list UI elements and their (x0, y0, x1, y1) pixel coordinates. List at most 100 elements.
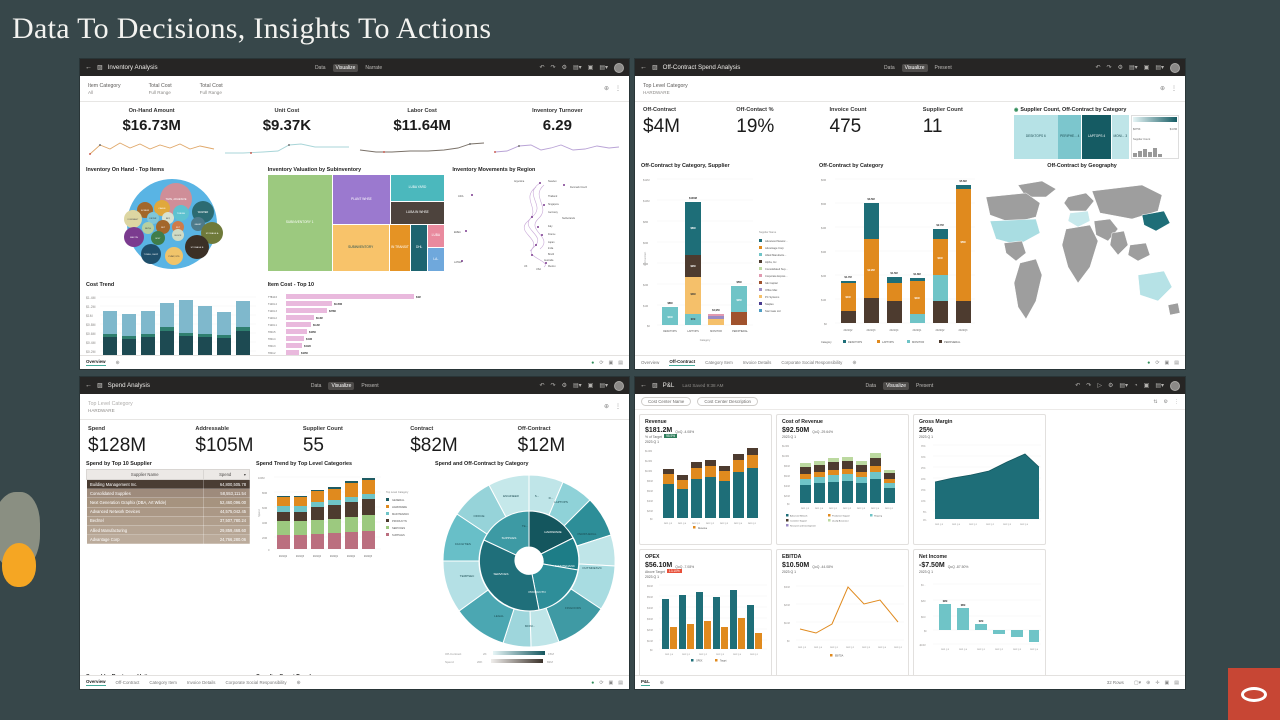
treemap-cell[interactable]: SUBINVENTORY (332, 224, 389, 271)
treemap-cell[interactable]: PERIPHE... 4 (1058, 115, 1082, 159)
bar-chart-spend-trend[interactable]: 100M 80M 60M 40M 20M 0 Spend (256, 469, 429, 567)
sort-icon[interactable]: ⇅ (1153, 398, 1158, 405)
filter-bar-inventory[interactable]: Item Category All Total Cost Full Range … (80, 76, 629, 102)
mode-present[interactable]: Present (934, 64, 952, 71)
save-icon[interactable]: ▣ (587, 65, 594, 71)
dashboard-pnl[interactable]: ← ▨ P&L Last Saved 9:38 AM Data Visualiz… (635, 377, 1185, 689)
treemap-cell[interactable]: SUBINVENTORY 1 (267, 175, 332, 271)
mode-present[interactable]: Present (361, 382, 379, 389)
gear-icon[interactable]: ⚙ (561, 383, 567, 389)
treemap-cell[interactable]: LA- (427, 248, 444, 271)
add-tab-icon[interactable]: ⊕ (852, 359, 857, 366)
play-icon[interactable]: ▷ (1097, 383, 1102, 389)
info-icon[interactable]: ⊕ (603, 404, 609, 410)
add-tab-icon[interactable]: ⊕ (115, 359, 120, 366)
save-icon[interactable]: ▣ (1143, 383, 1150, 389)
chip-bar-pnl[interactable]: Cost Center Name Cost Center Description… (635, 394, 1185, 410)
undo-icon[interactable]: ↶ (1095, 65, 1101, 71)
mode-data[interactable]: Data (314, 64, 326, 71)
table-row[interactable]: Consolidated Supplies 58,553,111.54 (86, 488, 251, 499)
share-icon[interactable]: ▤▾ (599, 65, 608, 71)
panel-spend-trend-categories[interactable]: Spend Trend by Top Level Categories 100M… (256, 461, 429, 674)
redo-icon[interactable]: ↷ (550, 383, 556, 389)
table-spend-by-supplier[interactable]: Supplier Name Spend ▾ Building Managemen… (86, 469, 251, 545)
treemap-cell[interactable]: MONI... 3 (1111, 115, 1130, 159)
add-tab-icon[interactable]: ⊕ (296, 679, 301, 686)
expand-icon[interactable]: ✛ (1155, 679, 1160, 686)
col-header-supplier-name[interactable]: Supplier Name (86, 469, 204, 480)
back-arrow-icon[interactable]: ← (640, 382, 647, 389)
filter-top-level-category[interactable]: Top Level Category HARDWARE (643, 82, 688, 95)
filter-total-cost-1[interactable]: Total Cost Full Range (148, 82, 172, 95)
tab-category-item[interactable]: Category Item (705, 360, 733, 365)
mode-narrate[interactable]: Narrate (365, 64, 383, 71)
share-icon[interactable]: ▤▾ (1155, 383, 1164, 389)
info-icon[interactable]: ⊕ (603, 86, 609, 92)
share-icon[interactable]: ▤▾ (1155, 65, 1165, 71)
panel-cost-trend[interactable]: Cost Trend $1.4M $1.2M $1M $0.8M $0.6M $0.4M… (86, 282, 260, 369)
filter-icon[interactable]: ▤▾ (572, 383, 582, 389)
tab-off-contract[interactable]: Off-Contract (115, 680, 140, 685)
treemap-cell[interactable]: LUBA (427, 224, 444, 248)
filter-item-category[interactable]: Item Category All (88, 82, 121, 95)
tab-pnl[interactable]: P&L (641, 679, 650, 686)
panel-icon[interactable]: ▤ (618, 359, 623, 366)
redo-icon[interactable]: ↷ (550, 65, 556, 71)
gear-icon[interactable]: ⚙ (1163, 398, 1168, 405)
avatar[interactable] (1170, 62, 1181, 73)
chip-cost-center-name[interactable]: Cost Center Name (641, 397, 692, 406)
pnl-card-revenue[interactable]: Revenue $181.2M QoQ -4.08% % of Target 9… (639, 414, 772, 545)
line-chart-ebitda[interactable]: $30M $20M $10M $0 2021 Q 3 2021 Q 4 2022 Q … (782, 576, 906, 666)
bar-chart-revenue[interactable]: $140M $120M $100M $80M $60M $40M $20M $0 (645, 446, 769, 530)
treemap-cell[interactable]: LUBA IN WHSE (391, 201, 444, 224)
redo-icon[interactable]: ↷ (1106, 65, 1112, 71)
treemap-cell[interactable]: LUBA YARD (391, 175, 444, 201)
panel-offcontract-by-category-supplier[interactable]: Off-Contract by Category, Supplier $12M $… (641, 163, 814, 358)
mode-switcher[interactable]: Data Visualize Narrate (312, 63, 385, 72)
mode-switcher[interactable]: Data Visualize Present (308, 381, 382, 390)
more-icon[interactable]: ⋮ (1174, 398, 1179, 405)
back-arrow-icon[interactable]: ← (640, 64, 647, 71)
table-row[interactable]: Allied Manufacturing 29,859,468.60 (86, 524, 251, 536)
back-arrow-icon[interactable]: ← (85, 64, 92, 71)
tab-overview[interactable]: Overview (641, 360, 660, 365)
layout-icon[interactable]: ▣ (608, 359, 614, 366)
filter-icon[interactable]: ▤▾ (1128, 65, 1138, 71)
layout-icon[interactable]: ▣ (1164, 359, 1170, 366)
area-chart-gross-margin[interactable]: 35% 30% 25% 20% 15% 10% 5% 0% 2021 Q 3 2021 Q … (919, 441, 1043, 531)
panel-inventory-valuation[interactable]: Inventory Valuation by Subinventory SUBI… (267, 167, 445, 278)
layout-icon[interactable]: ▣ (608, 679, 614, 686)
tabbar-inventory[interactable]: Overview ⊕ ● ⟳ ▣ ▤ (80, 355, 629, 369)
treemap-cell[interactable]: LAPTOPS 4 (1081, 115, 1112, 159)
table-row[interactable]: Advantage Corp 24,766,280.06 (86, 534, 251, 545)
bar-chart-offcontract-category[interactable]: $6M $5M $4M $3M $2M $1M $0 $1M $1.7M (819, 171, 977, 353)
panel-icon[interactable]: ▤ (618, 679, 623, 686)
bar-chart-cost-of-revenue[interactable]: $120M $100M $80M $60M $40M $20M $0 (782, 441, 906, 531)
panel-icon[interactable]: ▤ (1174, 359, 1179, 366)
table-row[interactable]: Advanced Network Devices 44,575,042.45 (86, 506, 251, 517)
mini-treemap-supplier-count[interactable]: DESKTOPS 6 PERIPHE... 4 LAPTOPS 4 MONI..… (1014, 115, 1179, 159)
more-icon[interactable]: ⋮ (615, 86, 621, 92)
scatter-inventory-movements[interactable]: Argentina Sweden Denmark Czech ASIA Thaila… (452, 175, 622, 271)
fit-icon[interactable]: ⊕ (1146, 679, 1151, 686)
col-header-spend[interactable]: Spend ▾ (202, 469, 251, 480)
treemap-cell[interactable]: PLANT WHSE (332, 175, 391, 224)
table-row[interactable]: Next Generation Graphix (DBA, Art Wilde)… (86, 497, 251, 508)
tab-corporate-social-responsibility[interactable]: Corporate Social Responsibility (225, 680, 287, 685)
zoom-icon[interactable]: ▢▾ (1133, 679, 1142, 686)
redo-icon[interactable]: ↷ (1086, 383, 1092, 389)
map-offcontract-geography[interactable] (982, 171, 1182, 351)
filter-top-level-category[interactable]: Top Level Category HARDWARE (88, 400, 133, 413)
filter-icon[interactable]: ▤▾ (572, 65, 582, 71)
mode-data[interactable]: Data (884, 64, 895, 71)
panel-supplier-count-offcontract[interactable]: ◉ Supplier Count, Off-Contract by Catego… (1014, 107, 1179, 159)
share-icon[interactable]: ▤▾ (599, 383, 609, 389)
save-icon[interactable]: ▣ (587, 383, 594, 389)
undo-icon[interactable]: ↶ (539, 65, 545, 71)
mode-visualize[interactable]: Visualize (328, 381, 355, 390)
gear-icon[interactable]: ⚙ (1117, 65, 1123, 71)
undo-icon[interactable]: ↶ (1075, 383, 1081, 389)
gear-icon[interactable]: ⚙ (1107, 383, 1114, 389)
mode-visualize[interactable]: Visualize (883, 381, 909, 390)
pnl-card-ebitda[interactable]: EBITDA $10.50M QoQ -44.08% 2023 Q 1 $30M… (776, 549, 909, 680)
